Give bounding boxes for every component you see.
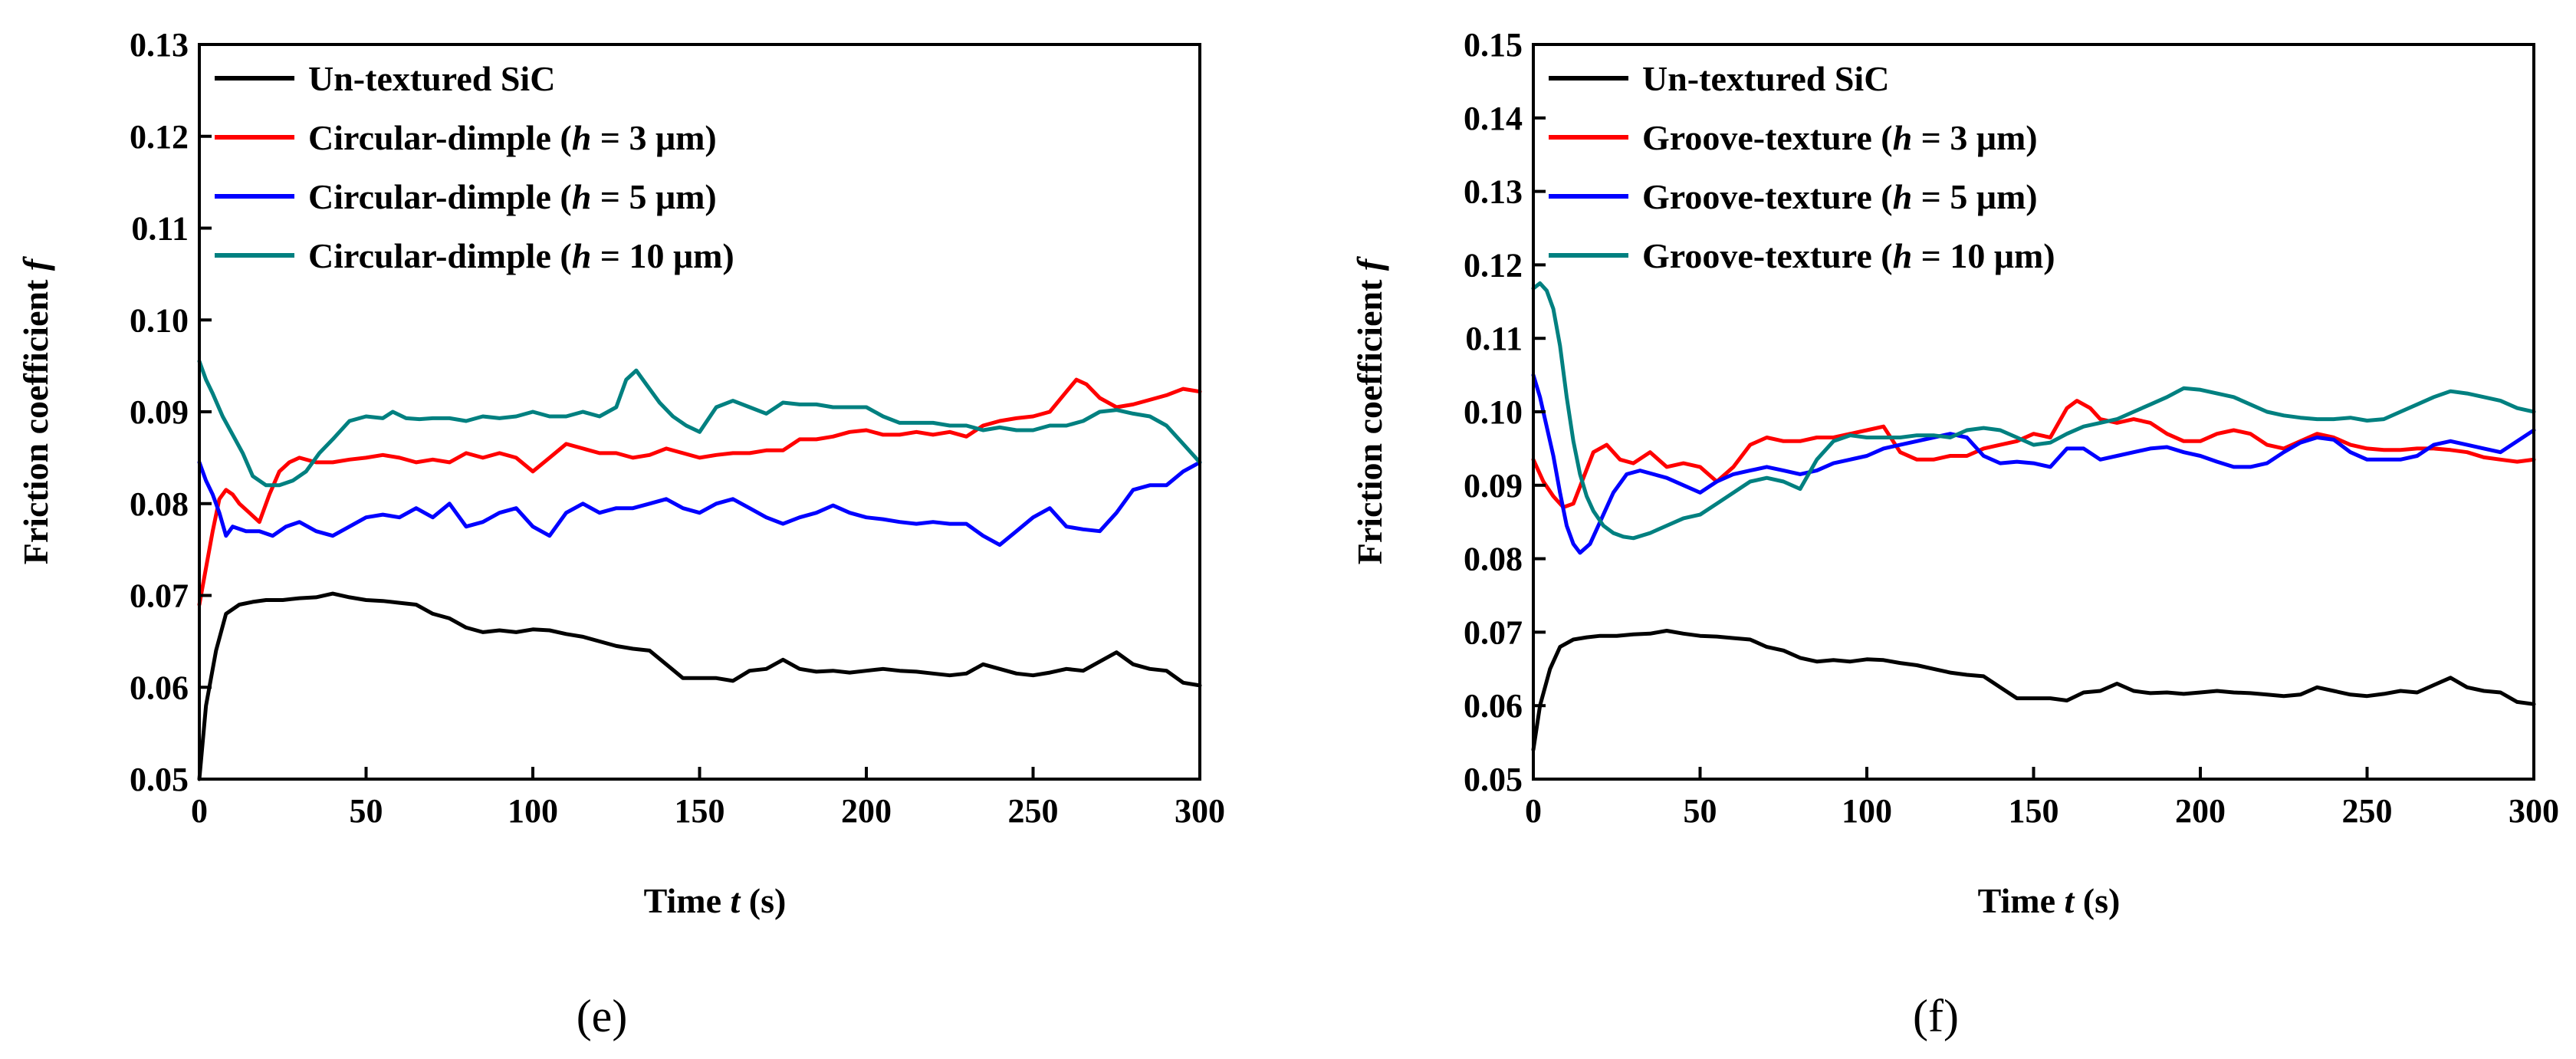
series-line-1	[197, 377, 1202, 607]
series-line-0	[1531, 629, 2536, 752]
panel-label: (e)	[577, 991, 628, 1041]
x-tick-label-3: 150	[675, 792, 725, 830]
x-tick-label-5: 250	[1008, 792, 1059, 830]
legend-label-1: Groove-texture (h = 3 μm)	[1642, 118, 2038, 157]
series-line-0	[197, 591, 1202, 781]
y-tick-label-0: 0.05	[1464, 761, 1523, 798]
chart-panel-e: 0 50 100 150 200 250 300 0.05 0.06 0.07 0.08 0.09 0.…	[0, 0, 1242, 1059]
y-tick-label-1: 0.06	[1464, 687, 1523, 725]
legend-label-2: Circular-dimple (h = 5 μm)	[308, 177, 717, 216]
y-tick-label-2: 0.07	[130, 577, 189, 615]
series-line-2	[197, 460, 1202, 548]
y-tick-label-3: 0.08	[1464, 541, 1523, 578]
x-tick-label-6: 300	[2509, 792, 2559, 830]
y-tick-label-3: 0.08	[130, 485, 189, 523]
x-tick-label-4: 200	[841, 792, 892, 830]
y-tick-label-6: 0.11	[131, 210, 189, 248]
legend-label-1: Circular-dimple (h = 3 μm)	[308, 118, 717, 157]
y-tick-label-2: 0.07	[1464, 613, 1523, 651]
y-tick-label-7: 0.12	[1464, 246, 1523, 284]
x-tick-label-3: 150	[2009, 792, 2059, 830]
y-tick-label-8: 0.13	[1464, 173, 1523, 211]
legend-label-2: Groove-texture (h = 5 μm)	[1642, 177, 2038, 216]
x-axis-label: Time t (s)	[1978, 881, 2121, 920]
friction-chart-f: 0 50 100 150 200 250 300 0.05 0.06 0.07 0.08 0.09 0.…	[1350, 26, 2559, 1041]
y-tick-label-5: 0.10	[1464, 393, 1523, 431]
x-tick-label-1: 50	[350, 792, 383, 830]
x-tick-label-2: 100	[508, 792, 558, 830]
series-line-3	[197, 359, 1202, 488]
legend-label-3: Groove-texture (h = 10 μm)	[1642, 236, 2055, 275]
x-tick-label-2: 100	[1842, 792, 1892, 830]
legend-label-0: Un-textured SiC	[1642, 59, 1889, 98]
x-tick-label-0: 0	[191, 792, 208, 830]
y-tick-label-10: 0.15	[1464, 26, 1523, 64]
series-line-3	[1531, 281, 2536, 541]
friction-chart-e: 0 50 100 150 200 250 300 0.05 0.06 0.07 0.08 0.09 0.…	[16, 26, 1225, 1041]
y-tick-label-1: 0.06	[130, 669, 189, 706]
chart-panel-f: 0 50 100 150 200 250 300 0.05 0.06 0.07 0.08 0.09 0.…	[1334, 0, 2576, 1059]
x-tick-label-0: 0	[1525, 792, 1542, 830]
legend-label-3: Circular-dimple (h = 10 μm)	[308, 236, 734, 275]
y-axis-label: Friction coefficient f	[16, 255, 55, 564]
y-axis-label: Friction coefficient f	[1350, 255, 1389, 564]
x-tick-label-4: 200	[2175, 792, 2226, 830]
series-line-2	[1531, 373, 2536, 555]
y-tick-label-9: 0.14	[1464, 100, 1523, 137]
y-tick-label-8: 0.13	[130, 26, 189, 64]
y-tick-label-4: 0.09	[130, 393, 189, 431]
x-tick-label-5: 250	[2342, 792, 2393, 830]
x-tick-label-6: 300	[1175, 792, 1225, 830]
series-line-1	[1531, 399, 2536, 509]
y-tick-label-5: 0.10	[130, 301, 189, 339]
panel-label: (f)	[1913, 991, 1959, 1041]
y-tick-label-4: 0.09	[1464, 467, 1523, 505]
y-tick-label-0: 0.05	[130, 761, 189, 798]
y-tick-label-6: 0.11	[1465, 320, 1523, 357]
y-tick-label-7: 0.12	[130, 118, 189, 156]
x-tick-label-1: 50	[1684, 792, 1717, 830]
x-axis-label: Time t (s)	[644, 881, 787, 920]
legend-label-0: Un-textured SiC	[308, 59, 555, 98]
